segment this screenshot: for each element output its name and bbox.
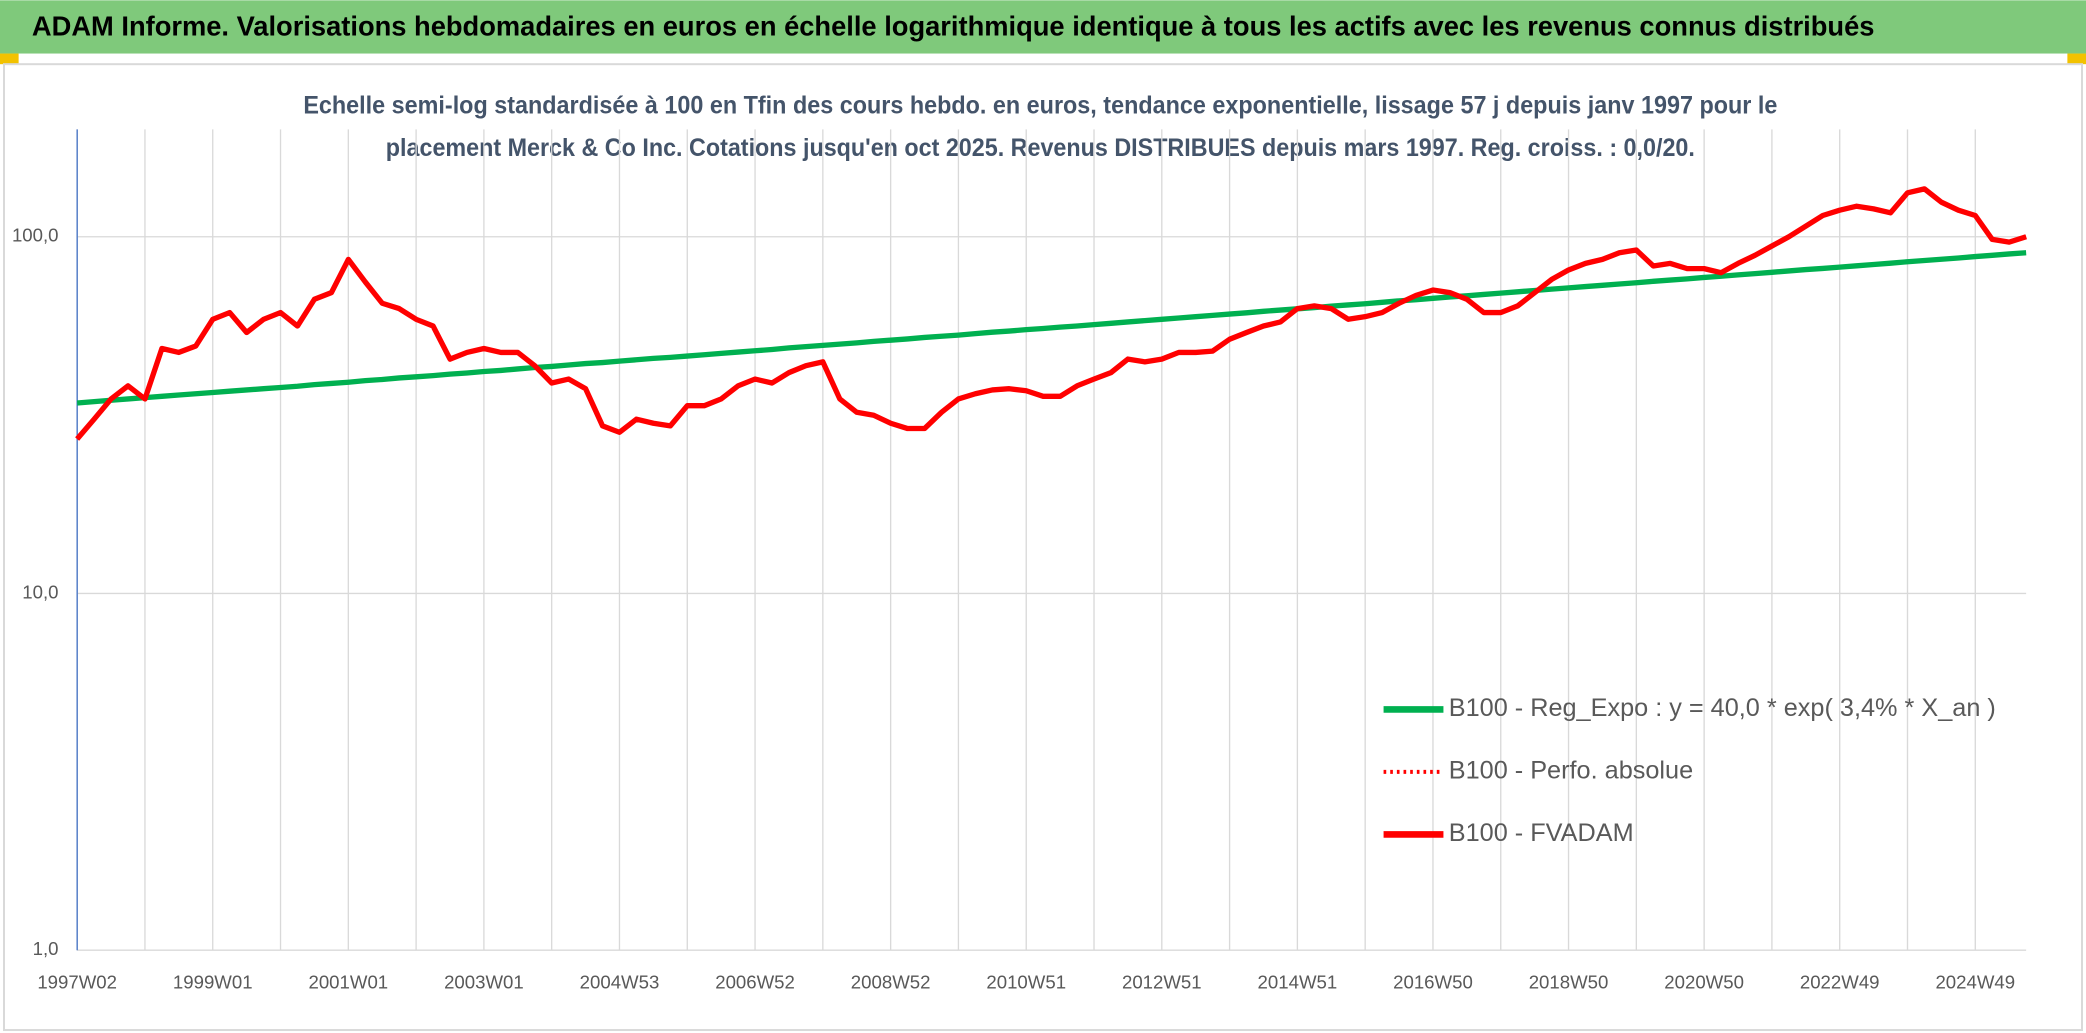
- y-tick-label: 100,0: [12, 225, 59, 246]
- header-bar: [0, 0, 2086, 54]
- legend-label: B100 - Perfo. absolue: [1449, 757, 1693, 785]
- x-tick-label: 2024W49: [1935, 971, 2015, 992]
- plot: [75, 186, 2027, 441]
- x-tick-label: 2014W51: [1258, 971, 1338, 992]
- corner: [0, 53, 19, 65]
- chart-title: placement Merck & Co Inc. Cotations jusq…: [386, 134, 1695, 162]
- x-tick-label: 1999W01: [173, 971, 253, 992]
- grid: 1,0 10,0 100,0 1997W02 1999W01 2001W01 2003W01…: [12, 129, 2027, 992]
- x-tick-label: 2020W50: [1664, 971, 1744, 992]
- series-line: [76, 250, 2027, 406]
- x-tick-label: 2010W51: [986, 971, 1066, 992]
- x-tick-label: 2018W50: [1529, 971, 1609, 992]
- chart-frame: [2, 63, 2084, 1032]
- x-tick-label: 2016W50: [1393, 971, 1473, 992]
- x-tick-label: 1997W02: [37, 971, 117, 992]
- x-tick-label: 2012W51: [1122, 971, 1202, 992]
- x-tick-label: 2003W01: [444, 971, 524, 992]
- chart-title: Echelle semi-log standardisée à 100 en T…: [303, 91, 1777, 119]
- series-line: [75, 186, 2027, 441]
- x-tick-label: 2004W53: [580, 971, 660, 992]
- x-tick-label: 2008W52: [851, 971, 931, 992]
- x-tick-label: 2006W52: [715, 971, 795, 992]
- x-tick-label: 2022W49: [1800, 971, 1880, 992]
- y-tick-label: 1,0: [33, 938, 59, 959]
- legend-label: B100 - Reg_Expo : y = 40,0 * exp( 3,4% *…: [1449, 694, 1996, 722]
- header-title: ADAM Informe. Valorisations hebdomadaire…: [32, 11, 1875, 42]
- legend-label: B100 - FVADAM: [1449, 819, 1634, 847]
- x-tick-label: 2001W01: [308, 971, 388, 992]
- corner: [2067, 53, 2086, 65]
- y-tick-label: 10,0: [22, 581, 58, 602]
- legend: B100 - Reg_Expo : y = 40,0 * exp( 3,4% *…: [1383, 694, 1996, 847]
